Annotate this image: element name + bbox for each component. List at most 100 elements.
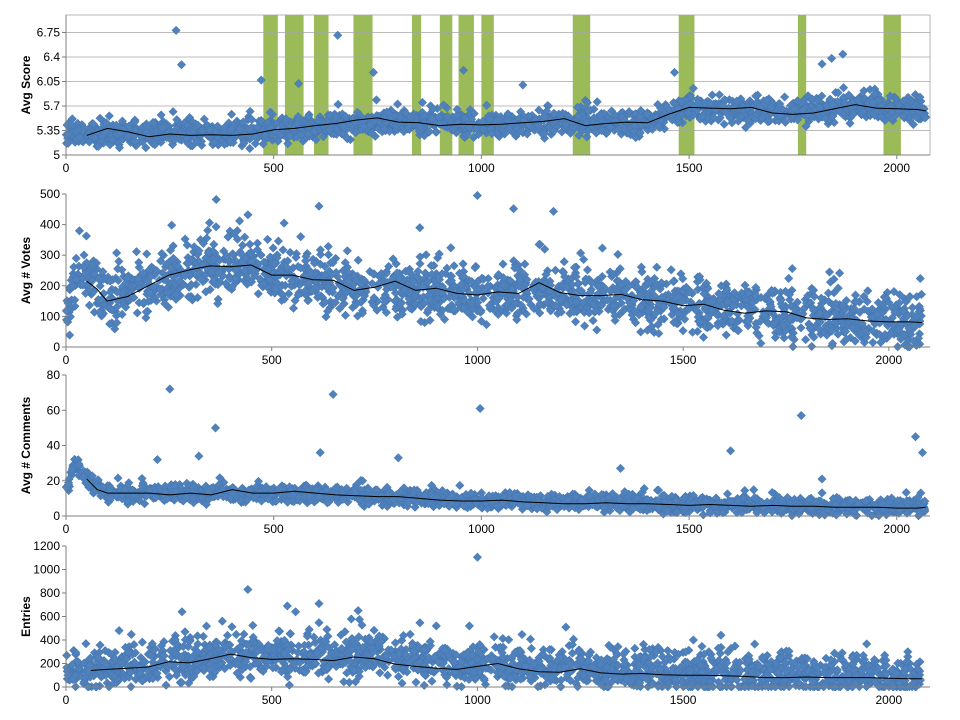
outlier-point (509, 204, 519, 214)
data-point (756, 338, 766, 348)
highlight-band (412, 15, 422, 155)
data-point (588, 316, 598, 326)
data-point (715, 113, 725, 123)
x-tick-label: 500 (262, 353, 282, 367)
y-tick-label: 500 (40, 187, 60, 201)
data-point (458, 259, 468, 269)
data-point (333, 99, 343, 109)
data-point (652, 262, 662, 272)
data-point (721, 330, 731, 340)
data-point (835, 268, 845, 278)
data-point (580, 321, 590, 331)
data-point (582, 132, 592, 142)
data-point (278, 245, 288, 255)
data-point (84, 300, 94, 310)
data-point (839, 83, 849, 93)
x-tick-label: 2000 (876, 353, 903, 367)
data-point (353, 255, 363, 265)
data-point (79, 250, 89, 260)
data-point (371, 95, 381, 105)
x-tick-label: 1500 (670, 353, 697, 367)
data-point (885, 91, 895, 101)
data-point (203, 225, 213, 235)
data-point (915, 92, 925, 102)
data-point (520, 259, 530, 269)
y-tick-label: 200 (40, 279, 60, 293)
y-tick-label: 5 (53, 148, 60, 162)
data-point (678, 326, 688, 336)
data-point (131, 247, 142, 257)
data-point (245, 143, 255, 154)
data-point (592, 325, 602, 335)
data-point (455, 480, 465, 490)
data-point (93, 141, 103, 151)
y-tick-label: 6.75 (37, 26, 61, 40)
data-point (288, 303, 299, 313)
data-point (141, 143, 151, 153)
y-tick-label: 5.7 (43, 99, 60, 113)
data-point (698, 332, 709, 342)
data-point (784, 273, 794, 283)
data-point (323, 241, 333, 252)
x-tick-label: 2000 (883, 161, 910, 175)
data-point (482, 100, 492, 110)
comments-points (61, 384, 930, 521)
data-point (801, 335, 811, 345)
data-point (901, 487, 911, 498)
data-point (112, 248, 122, 258)
data-point (240, 232, 250, 242)
votes-points (61, 190, 927, 352)
data-point (910, 90, 920, 100)
x-tick-label: 1500 (676, 161, 703, 175)
highlight-band (797, 15, 807, 155)
y-tick-label: 6.4 (43, 50, 60, 64)
data-point (97, 136, 107, 146)
data-point (688, 83, 698, 93)
data-point (74, 226, 84, 236)
data-point (71, 253, 81, 263)
y-tick-label: 6.05 (37, 75, 61, 89)
data-point (817, 488, 827, 498)
x-tick-label: 1000 (468, 161, 495, 175)
data-point (636, 327, 646, 337)
data-point (446, 243, 456, 253)
data-point (550, 265, 561, 275)
data-point (65, 330, 75, 340)
data-point (393, 99, 403, 109)
data-point (824, 267, 835, 277)
data-point (749, 485, 759, 495)
data-point (114, 256, 124, 266)
x-tick-label: 0 (63, 161, 70, 175)
outlier-point (827, 53, 837, 63)
outlier-point (548, 206, 559, 216)
data-point (582, 265, 593, 275)
data-point (796, 323, 806, 333)
y-tick-label: 300 (40, 248, 60, 262)
data-point (342, 246, 352, 256)
data-point (908, 119, 918, 130)
data-point (559, 257, 569, 267)
data-point (592, 97, 602, 107)
data-point (498, 259, 508, 269)
x-tick-label: 0 (63, 353, 70, 367)
outlier-point (211, 194, 221, 205)
x-tick-label: 500 (264, 161, 284, 175)
data-point (104, 111, 114, 121)
y-axis-label-avg-score: Avg Score (19, 55, 33, 114)
outlier-point (171, 25, 181, 35)
data-point (268, 243, 278, 253)
data-point (868, 337, 878, 348)
outlier-point (176, 60, 187, 70)
data-point (263, 234, 273, 244)
data-point (142, 249, 152, 259)
data-point (740, 485, 750, 496)
data-point (613, 249, 623, 259)
data-point (597, 243, 607, 253)
data-point (227, 109, 237, 119)
data-point (296, 232, 306, 242)
data-point (780, 92, 790, 102)
data-point (915, 273, 925, 284)
data-point (318, 132, 328, 142)
